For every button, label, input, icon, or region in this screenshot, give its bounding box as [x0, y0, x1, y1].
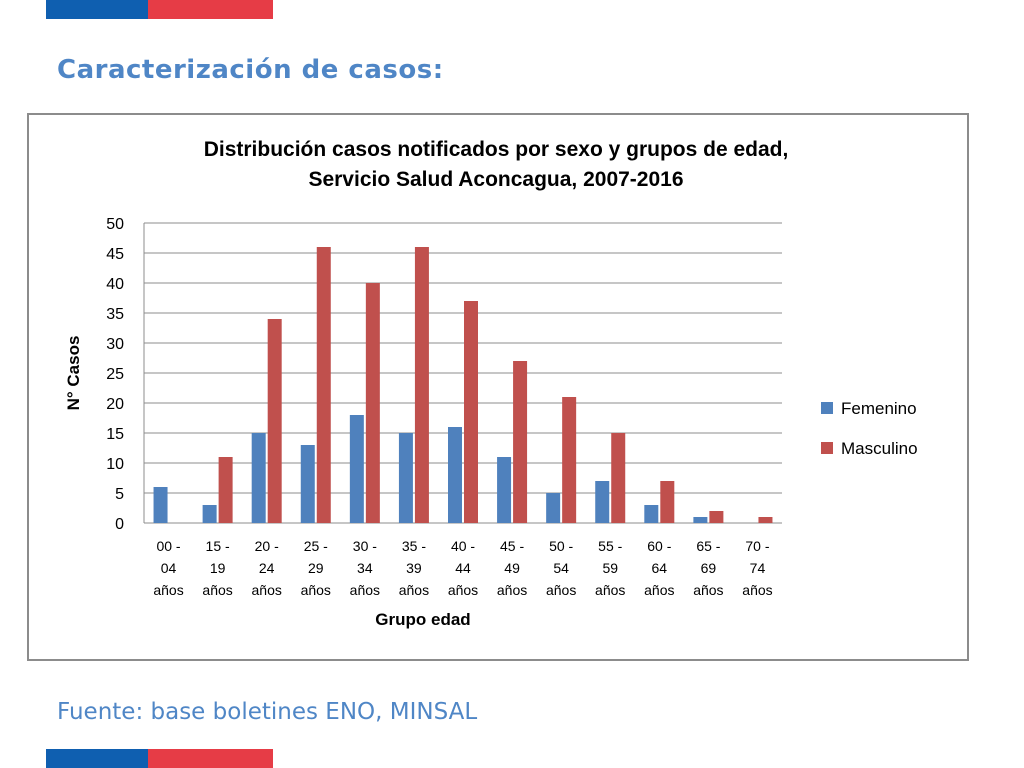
bar-femenino [251, 433, 266, 523]
bar-femenino [349, 415, 364, 523]
slide-title: Caracterización de casos: [57, 55, 444, 85]
x-category-label: años [252, 582, 282, 598]
x-category-label: 25 - [304, 538, 328, 554]
bar-femenino [202, 505, 217, 523]
y-tick-label: 40 [106, 276, 124, 293]
x-category-label: 64 [652, 560, 668, 576]
top-flag-bar [46, 0, 273, 19]
bar-masculino [414, 247, 429, 523]
bar-masculino [758, 517, 773, 523]
bar-masculino [464, 301, 478, 523]
flag-red-segment [148, 749, 273, 768]
x-category-label: 45 - [500, 538, 524, 554]
bar-femenino [497, 457, 512, 523]
bar-femenino [644, 505, 659, 523]
x-category-label: 70 - [745, 538, 769, 554]
legend-swatch-masculino [821, 442, 833, 454]
bottom-flag-bar [46, 749, 273, 768]
y-tick-label: 20 [106, 396, 124, 413]
bar-masculino [316, 247, 331, 523]
flag-red-segment [148, 0, 273, 19]
legend-label-femenino: Femenino [841, 399, 917, 418]
bar-femenino [595, 481, 610, 523]
flag-blue-segment [46, 0, 148, 19]
x-category-label: años [693, 582, 723, 598]
x-category-label: 74 [750, 560, 766, 576]
bar-femenino [398, 433, 413, 523]
bar-chart: Distribución casos notificados por sexo … [64, 138, 918, 629]
y-tick-label: 15 [106, 426, 124, 443]
x-category-label: 55 - [598, 538, 622, 554]
x-category-label: 34 [357, 560, 373, 576]
bar-masculino [513, 361, 528, 523]
bar-femenino [693, 517, 708, 523]
x-category-label: 19 [210, 560, 226, 576]
x-category-label: años [595, 582, 625, 598]
x-category-label: 65 - [696, 538, 720, 554]
x-category-label: 35 - [402, 538, 426, 554]
x-category-label: 24 [259, 560, 275, 576]
x-category-label: 50 - [549, 538, 573, 554]
bar-femenino [300, 445, 315, 523]
x-category-label: años [153, 582, 183, 598]
bar-masculino [709, 511, 724, 523]
source-note: Fuente: base boletines ENO, MINSAL [57, 699, 478, 725]
x-category-label: años [497, 582, 527, 598]
bar-masculino [562, 397, 577, 523]
y-axis-label: N° Casos [64, 336, 83, 411]
bar-masculino [365, 283, 380, 523]
x-category-label: años [742, 582, 772, 598]
x-category-label: 59 [602, 560, 618, 576]
y-tick-label: 35 [106, 306, 124, 323]
x-category-label: 00 - [156, 538, 180, 554]
x-category-label: años [448, 582, 478, 598]
chart-frame: Distribución casos notificados por sexo … [27, 113, 969, 661]
x-category-label: años [350, 582, 380, 598]
flag-blue-segment [46, 749, 148, 768]
bar-masculino [218, 457, 233, 523]
y-tick-label: 45 [106, 246, 124, 263]
legend-label-masculino: Masculino [841, 439, 918, 458]
bar-femenino [153, 487, 168, 523]
y-tick-label: 25 [106, 366, 124, 383]
x-category-label: 49 [504, 560, 520, 576]
bar-masculino [611, 433, 626, 523]
x-axis-label: Grupo edad [375, 610, 470, 629]
y-tick-label: 30 [106, 336, 124, 353]
legend-swatch-femenino [821, 402, 833, 414]
x-category-label: 20 - [255, 538, 279, 554]
x-category-label: 60 - [647, 538, 671, 554]
x-category-label: 54 [553, 560, 569, 576]
x-category-label: 15 - [206, 538, 230, 554]
x-category-label: años [399, 582, 429, 598]
x-category-label: 29 [308, 560, 324, 576]
x-category-label: años [546, 582, 576, 598]
x-category-label: 04 [161, 560, 177, 576]
bar-masculino [660, 481, 675, 523]
chart-title-line: Servicio Salud Aconcagua, 2007-2016 [308, 168, 683, 191]
x-category-label: años [202, 582, 232, 598]
y-tick-label: 0 [115, 516, 124, 533]
x-category-label: 69 [701, 560, 717, 576]
x-category-label: años [644, 582, 674, 598]
x-category-label: 40 - [451, 538, 475, 554]
x-category-label: años [301, 582, 331, 598]
bar-femenino [546, 493, 561, 523]
bar-femenino [448, 427, 462, 523]
bar-masculino [267, 319, 282, 523]
x-category-label: 44 [455, 560, 471, 576]
y-tick-label: 10 [106, 456, 124, 473]
chart-title-line: Distribución casos notificados por sexo … [204, 138, 789, 161]
x-category-label: 39 [406, 560, 422, 576]
y-tick-label: 5 [115, 486, 124, 503]
y-tick-label: 50 [106, 216, 124, 233]
x-category-label: 30 - [353, 538, 377, 554]
